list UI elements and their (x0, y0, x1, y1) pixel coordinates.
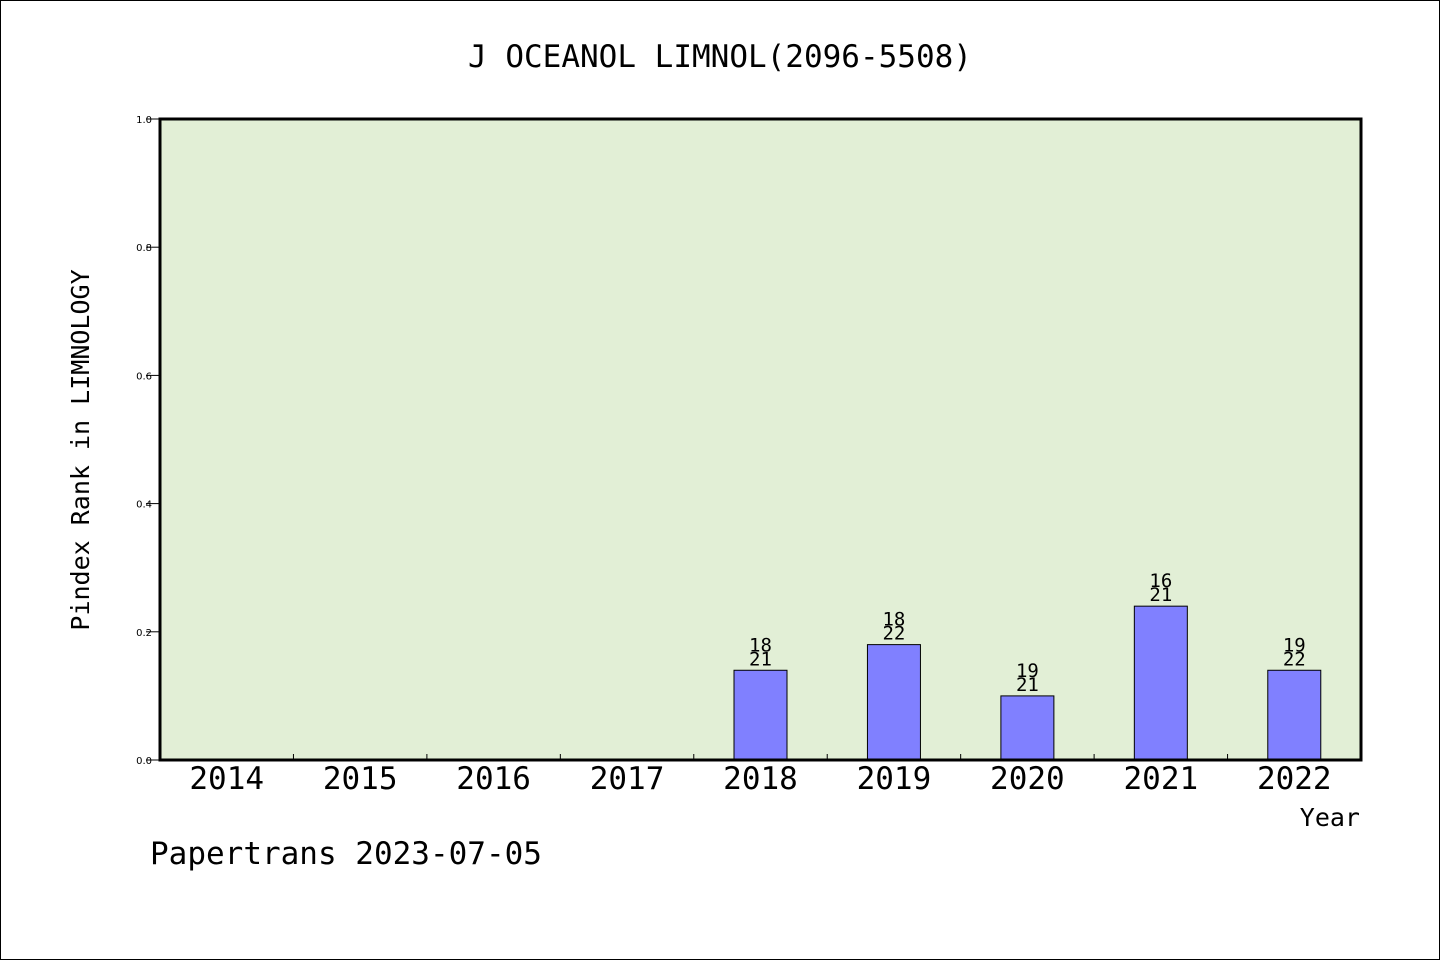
footer-credit: Papertrans 2023-07-05 (150, 836, 542, 872)
bar-label-top: 19 (1016, 660, 1039, 682)
y-tick-label: 1.0 (136, 115, 152, 126)
bar-label-top: 16 (1149, 570, 1172, 592)
x-tick-label: 2020 (990, 761, 1065, 797)
y-tick-label: 0.4 (136, 500, 152, 511)
y-axis-label: Pindex Rank in LIMNOLOGY (66, 269, 95, 630)
bar-label-bottom: 21 (1016, 674, 1039, 696)
x-tick-label: 2017 (590, 761, 665, 797)
y-tick-label: 0.8 (136, 243, 152, 254)
y-ticks: 0.0 0.2 0.4 0.6 0.8 1.0 (136, 115, 160, 767)
bar-2021 (1133, 605, 1188, 761)
bar-label-bottom: 21 (749, 648, 772, 670)
bar-2019 (866, 644, 921, 761)
y-tick-label: 0.0 (136, 756, 152, 767)
x-tick-label: 2014 (189, 761, 264, 797)
x-ticks: 2014 2015 2016 2017 2018 2019 2020 2021 2022 (189, 754, 1332, 797)
x-tick-label: 2015 (323, 761, 398, 797)
bar-2020 (1000, 695, 1055, 761)
x-axis-label: Year (1300, 803, 1360, 832)
x-tick-label: 2019 (857, 761, 932, 797)
plot-border (158, 117, 1363, 762)
bar-2022 (1267, 669, 1322, 761)
y-tick-label: 0.2 (136, 628, 152, 639)
x-tick-label: 2016 (456, 761, 531, 797)
y-tick-label: 0.6 (136, 371, 152, 382)
bar-label-bottom: 21 (1149, 584, 1172, 606)
bar-label-top: 18 (882, 609, 905, 631)
bars (733, 605, 1322, 761)
bar-label-top: 18 (749, 634, 772, 656)
bar-label-bottom: 22 (1283, 648, 1306, 670)
chart-title: J OCEANOL LIMNOL(2096-5508) (468, 39, 972, 75)
x-tick-label: 2022 (1257, 761, 1332, 797)
x-tick-label: 2018 (723, 761, 798, 797)
bar-label-top: 19 (1283, 634, 1306, 656)
x-tick-label: 2021 (1124, 761, 1199, 797)
bar-2018 (733, 669, 788, 761)
bar-label-bottom: 22 (882, 623, 905, 645)
